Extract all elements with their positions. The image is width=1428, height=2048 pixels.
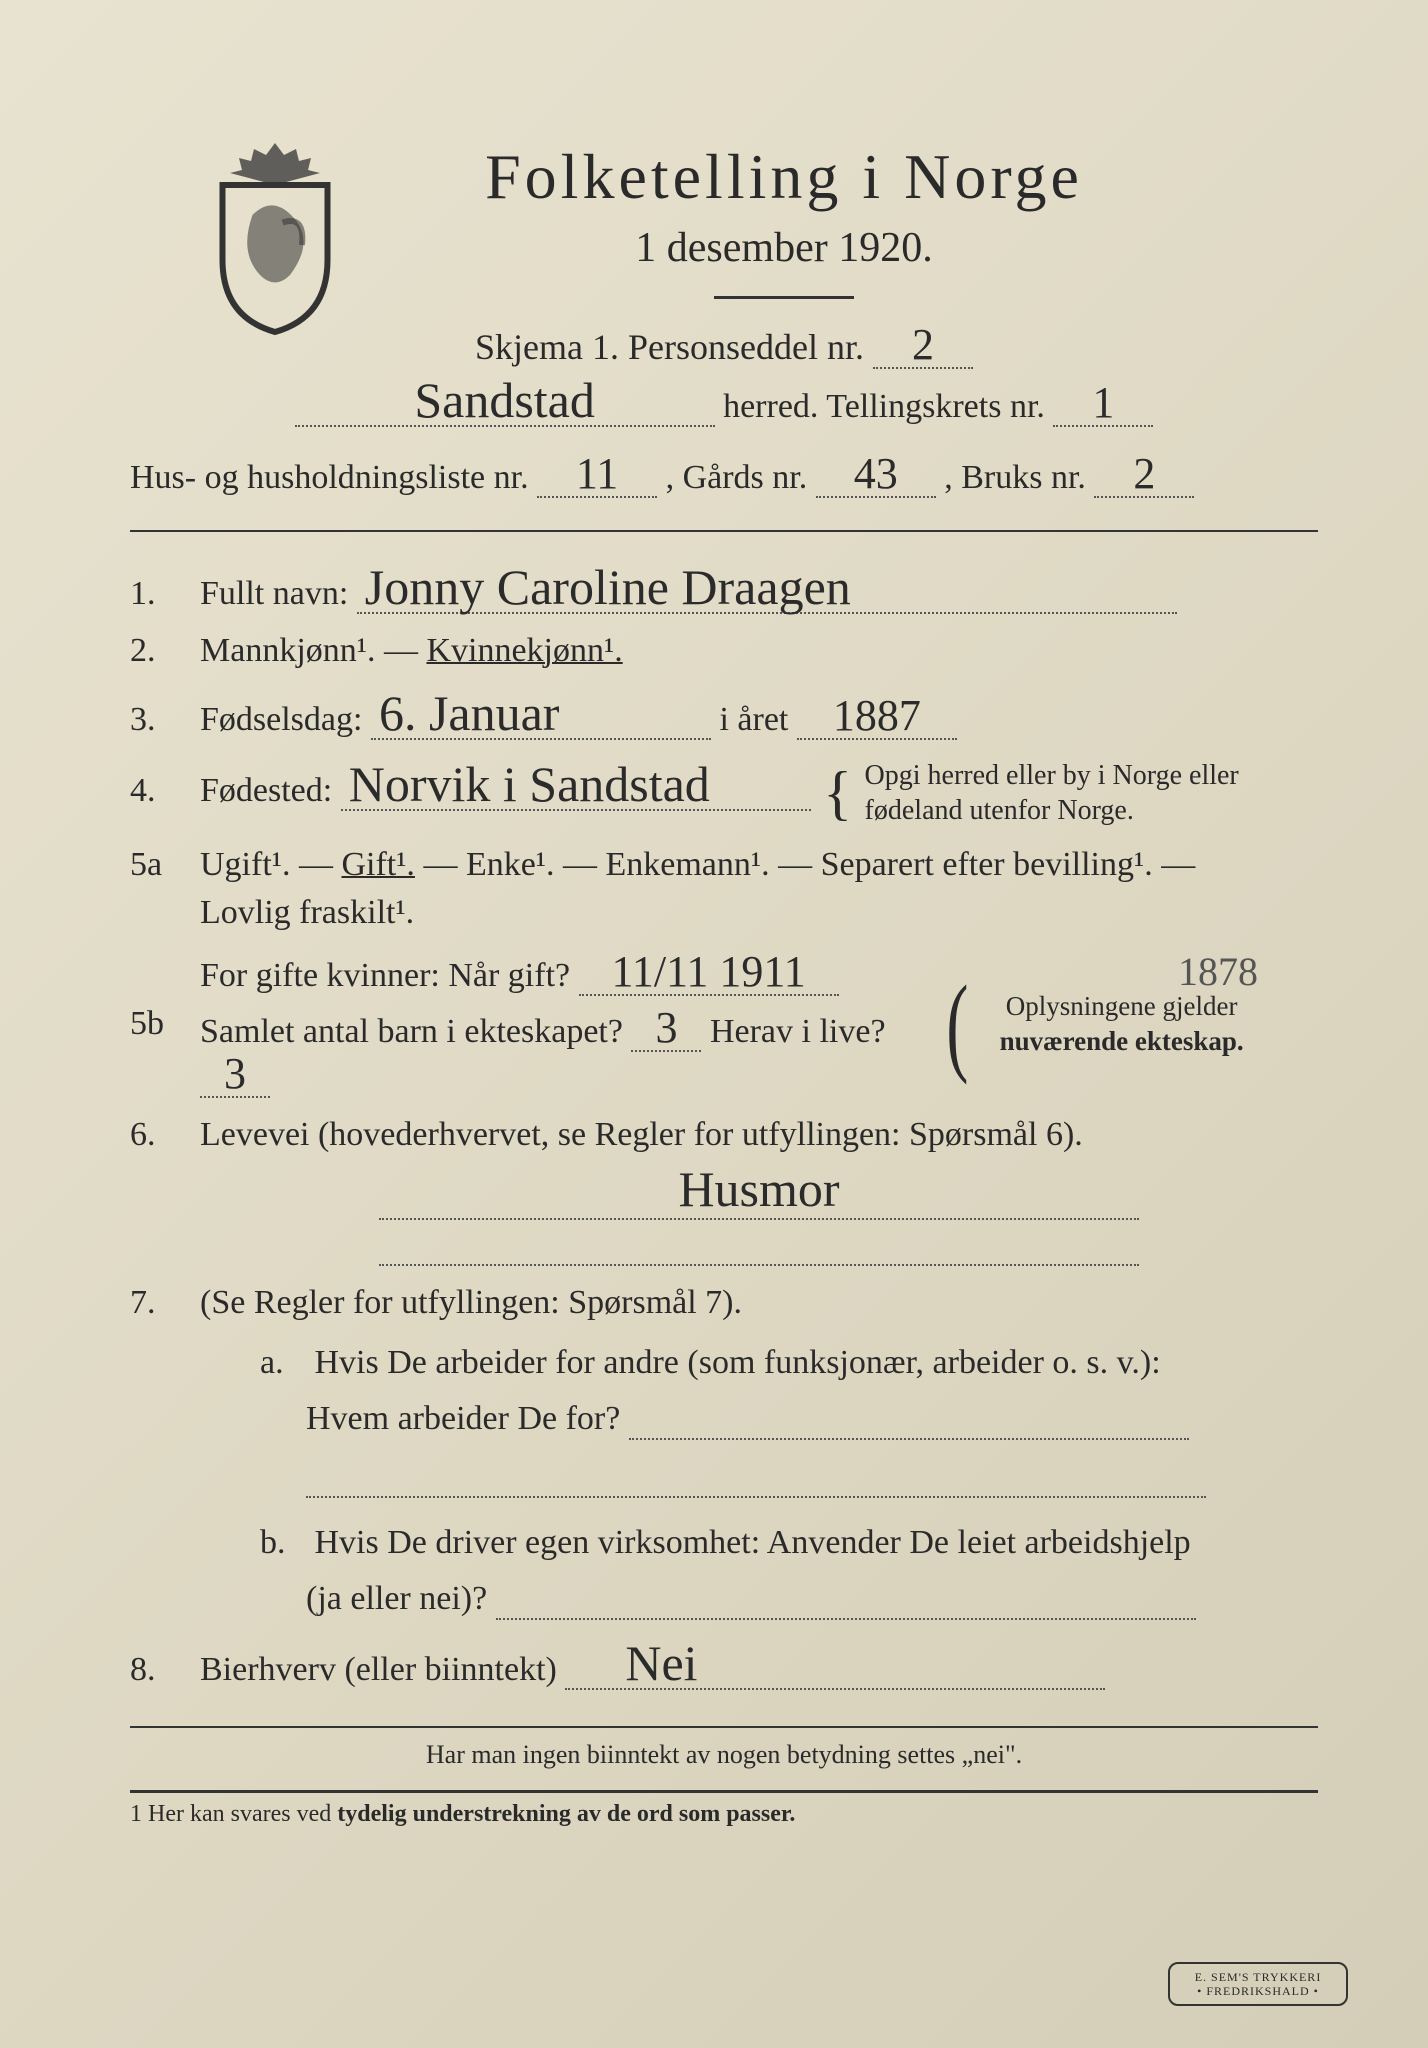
- bottom-rule-1: [130, 1726, 1318, 1728]
- gards-nr: 43: [848, 449, 904, 498]
- q5b-gift-date: 11/11 1911: [605, 947, 811, 996]
- q1-num: 1.: [130, 575, 200, 613]
- q4: 4. Fødested: Norvik i Sandstad { Opgi he…: [130, 758, 1318, 828]
- q3: 3. Fødselsdag: 6. Januar i året 1887: [130, 688, 1318, 740]
- herred-label: herred. Tellingskrets nr.: [723, 388, 1045, 425]
- q7b-fill: [496, 1580, 1196, 1620]
- q2-kvinne: Kvinnekjønn¹.: [426, 632, 622, 669]
- q6-value: Husmor: [670, 1161, 847, 1217]
- q8-num: 8.: [130, 1651, 200, 1689]
- q3-label-a: Fødselsdag:: [200, 701, 362, 738]
- brace-icon: (: [946, 986, 968, 1063]
- q6-label: Levevei (hovederhvervet, se Regler for u…: [200, 1116, 1083, 1153]
- q6-num: 6.: [130, 1116, 200, 1154]
- herred-name: Sandstad: [406, 372, 603, 428]
- q5a-c: Lovlig fraskilt¹.: [200, 894, 1318, 932]
- line-herred: Sandstad herred. Tellingskrets nr. 1: [130, 375, 1318, 440]
- q7-label: (Se Regler for utfyllingen: Spørsmål 7).: [200, 1284, 1318, 1322]
- q5a-a: Ugift¹. —: [200, 846, 341, 883]
- q7a-fill2: [306, 1458, 1206, 1498]
- footnote-1: Har man ingen biinntekt av nogen betydni…: [130, 1740, 1318, 1770]
- q5b-label-a: For gifte kvinner: Når gift?: [200, 957, 570, 994]
- q1: 1. Fullt navn: Jonny Caroline Draagen: [130, 562, 1318, 614]
- bottom-rule-2: [130, 1790, 1318, 1793]
- line-hus: Hus- og husholdningsliste nr. 11 , Gårds…: [130, 446, 1318, 511]
- q7-num: 7.: [130, 1284, 200, 1322]
- q5b-num: 5b: [130, 1005, 200, 1043]
- q3-year: 1887: [827, 691, 927, 740]
- q8-label: Bierhverv (eller biinntekt): [200, 1651, 557, 1688]
- q7a-text2: Hvem arbeider De for?: [306, 1400, 620, 1437]
- personseddel-nr: 2: [906, 320, 940, 369]
- q3-day: 6. Januar: [371, 685, 568, 741]
- q7a-text1: Hvis De arbeider for andre (som funksjon…: [315, 1344, 1161, 1381]
- husliste-nr: 11: [570, 449, 624, 498]
- q7a-num: a.: [260, 1344, 306, 1382]
- q2-num: 2.: [130, 632, 200, 670]
- title-rule: [714, 296, 854, 299]
- coat-of-arms-icon: [200, 140, 350, 330]
- subtitle: 1 desember 1920.: [250, 224, 1318, 272]
- q2: 2. Mannkjønn¹. — Kvinnekjønn¹.: [130, 632, 1318, 670]
- footnote-2a: 1 Her kan svares ved: [130, 1801, 337, 1827]
- q5a-b: — Enke¹. — Enkemann¹. — Separert efter b…: [423, 846, 1195, 883]
- q7: 7. (Se Regler for utfyllingen: Spørsmål …: [130, 1284, 1318, 1620]
- margin-annotation: 1878: [1178, 948, 1258, 995]
- q7b-num: b.: [260, 1524, 306, 1562]
- printer-stamp: E. SEM'S TRYKKERI • FREDRIKSHALD •: [1168, 1962, 1348, 2006]
- section-rule: [130, 530, 1318, 532]
- footnote-2b: tydelig understrekning av de ord som pas…: [337, 1801, 795, 1827]
- bruks-nr: 2: [1127, 449, 1161, 498]
- q4-sidenote: Opgi herred eller by i Norge eller fødel…: [865, 758, 1245, 828]
- q5a-num: 5a: [130, 846, 200, 884]
- q5b-label-b: Samlet antal barn i ekteskapet?: [200, 1013, 623, 1050]
- q5a-gift: Gift¹.: [341, 846, 414, 883]
- q3-label-b: i året: [719, 701, 788, 738]
- stamp-line2: • FREDRIKSHALD •: [1170, 1984, 1346, 1998]
- q5b-children-total: 3: [649, 1003, 683, 1052]
- q5b-label-c: Herav i live?: [710, 1013, 886, 1050]
- q5b-sidenote: Oplysningene gjelder nuværende ekteskap.: [992, 989, 1252, 1059]
- q6: 6. Levevei (hovederhvervet, se Regler fo…: [130, 1116, 1318, 1266]
- q7b-text1: Hvis De driver egen virksomhet: Anvender…: [315, 1524, 1191, 1561]
- tellingskrets-nr: 1: [1086, 378, 1120, 427]
- q5b-sidenote-a: Oplysningene gjelder: [1006, 991, 1238, 1021]
- q2-mann: Mannkjønn¹. —: [200, 632, 426, 669]
- q5b: 5b For gifte kvinner: Når gift? 11/11 19…: [130, 950, 1318, 1098]
- bruks-label: , Bruks nr.: [944, 459, 1086, 496]
- stamp-line1: E. SEM'S TRYKKERI: [1170, 1970, 1346, 1984]
- q5b-sidenote-b: nuværende ekteskap.: [1000, 1026, 1244, 1056]
- brace-icon: {: [823, 775, 852, 811]
- q1-label: Fullt navn:: [200, 575, 348, 612]
- q5a: 5a Ugift¹. — Gift¹. — Enke¹. — Enkemann¹…: [130, 846, 1318, 932]
- gards-label: , Gårds nr.: [666, 459, 808, 496]
- q4-num: 4.: [130, 772, 200, 810]
- skjema-label: Skjema 1. Personseddel nr.: [475, 327, 864, 367]
- census-form-page: Folketelling i Norge 1 desember 1920. Sk…: [0, 0, 1428, 2048]
- q5b-children-alive: 3: [218, 1049, 252, 1098]
- q3-num: 3.: [130, 701, 200, 739]
- q4-label: Fødested:: [200, 772, 332, 809]
- main-title: Folketelling i Norge: [250, 140, 1318, 214]
- q7a-fill: [629, 1400, 1189, 1440]
- footnote-2: 1 Her kan svares ved tydelig understrekn…: [130, 1801, 1318, 1828]
- husliste-label: Hus- og husholdningsliste nr.: [130, 459, 529, 496]
- q8: 8. Bierhverv (eller biinntekt) Nei: [130, 1638, 1318, 1690]
- q7b-text2: (ja eller nei)?: [306, 1580, 487, 1617]
- q8-value: Nei: [565, 1635, 705, 1691]
- question-list: 1. Fullt navn: Jonny Caroline Draagen 2.…: [130, 562, 1318, 1690]
- q4-value: Norvik i Sandstad: [341, 756, 718, 812]
- q1-value: Jonny Caroline Draagen: [357, 559, 859, 615]
